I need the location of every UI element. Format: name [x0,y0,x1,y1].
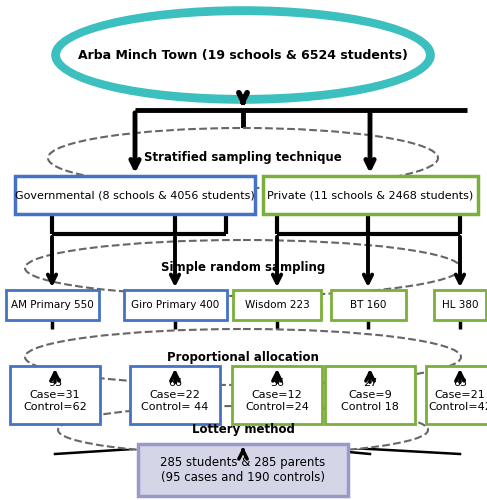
Bar [138,444,348,496]
Ellipse shape [58,13,428,97]
Text: Private (11 schools & 2468 students): Private (11 schools & 2468 students) [267,190,473,200]
Text: 27
Case=9
Control 18: 27 Case=9 Control 18 [341,378,399,412]
Text: Giro Primary 400: Giro Primary 400 [131,300,219,310]
Bar [434,290,486,320]
Bar [233,290,321,320]
Bar [331,290,406,320]
Bar [325,366,415,424]
Ellipse shape [25,240,461,296]
Text: BT 160: BT 160 [350,300,386,310]
Bar [262,176,477,214]
Text: 36
Case=12
Control=24: 36 Case=12 Control=24 [245,378,309,412]
Text: Arba Minch Town (19 schools & 6524 students): Arba Minch Town (19 schools & 6524 stude… [78,48,408,62]
Bar [426,366,487,424]
Ellipse shape [25,329,461,385]
Text: Proportional allocation: Proportional allocation [167,350,319,364]
Text: 285 students & 285 parents
(95 cases and 190 controls): 285 students & 285 parents (95 cases and… [160,456,326,484]
Bar [15,176,255,214]
Text: Governmental (8 schools & 4056 students): Governmental (8 schools & 4056 students) [15,190,255,200]
Text: Lottery method: Lottery method [191,424,295,436]
Bar [10,366,100,424]
Bar [5,290,98,320]
Ellipse shape [54,9,432,101]
Text: 66
Case=22
Control= 44: 66 Case=22 Control= 44 [141,378,209,412]
Text: Stratified sampling technique: Stratified sampling technique [144,152,342,164]
Bar [130,366,220,424]
Text: HL 380: HL 380 [442,300,478,310]
Bar [124,290,226,320]
Text: AM Primary 550: AM Primary 550 [11,300,94,310]
Text: 93
Case=31
Control=62: 93 Case=31 Control=62 [23,378,87,412]
Text: Wisdom 223: Wisdom 223 [244,300,309,310]
Text: Simple random sampling: Simple random sampling [161,262,325,274]
Ellipse shape [58,406,428,454]
Text: 63
Case=21
Control=42: 63 Case=21 Control=42 [428,378,487,412]
Bar [232,366,322,424]
Ellipse shape [48,128,438,188]
